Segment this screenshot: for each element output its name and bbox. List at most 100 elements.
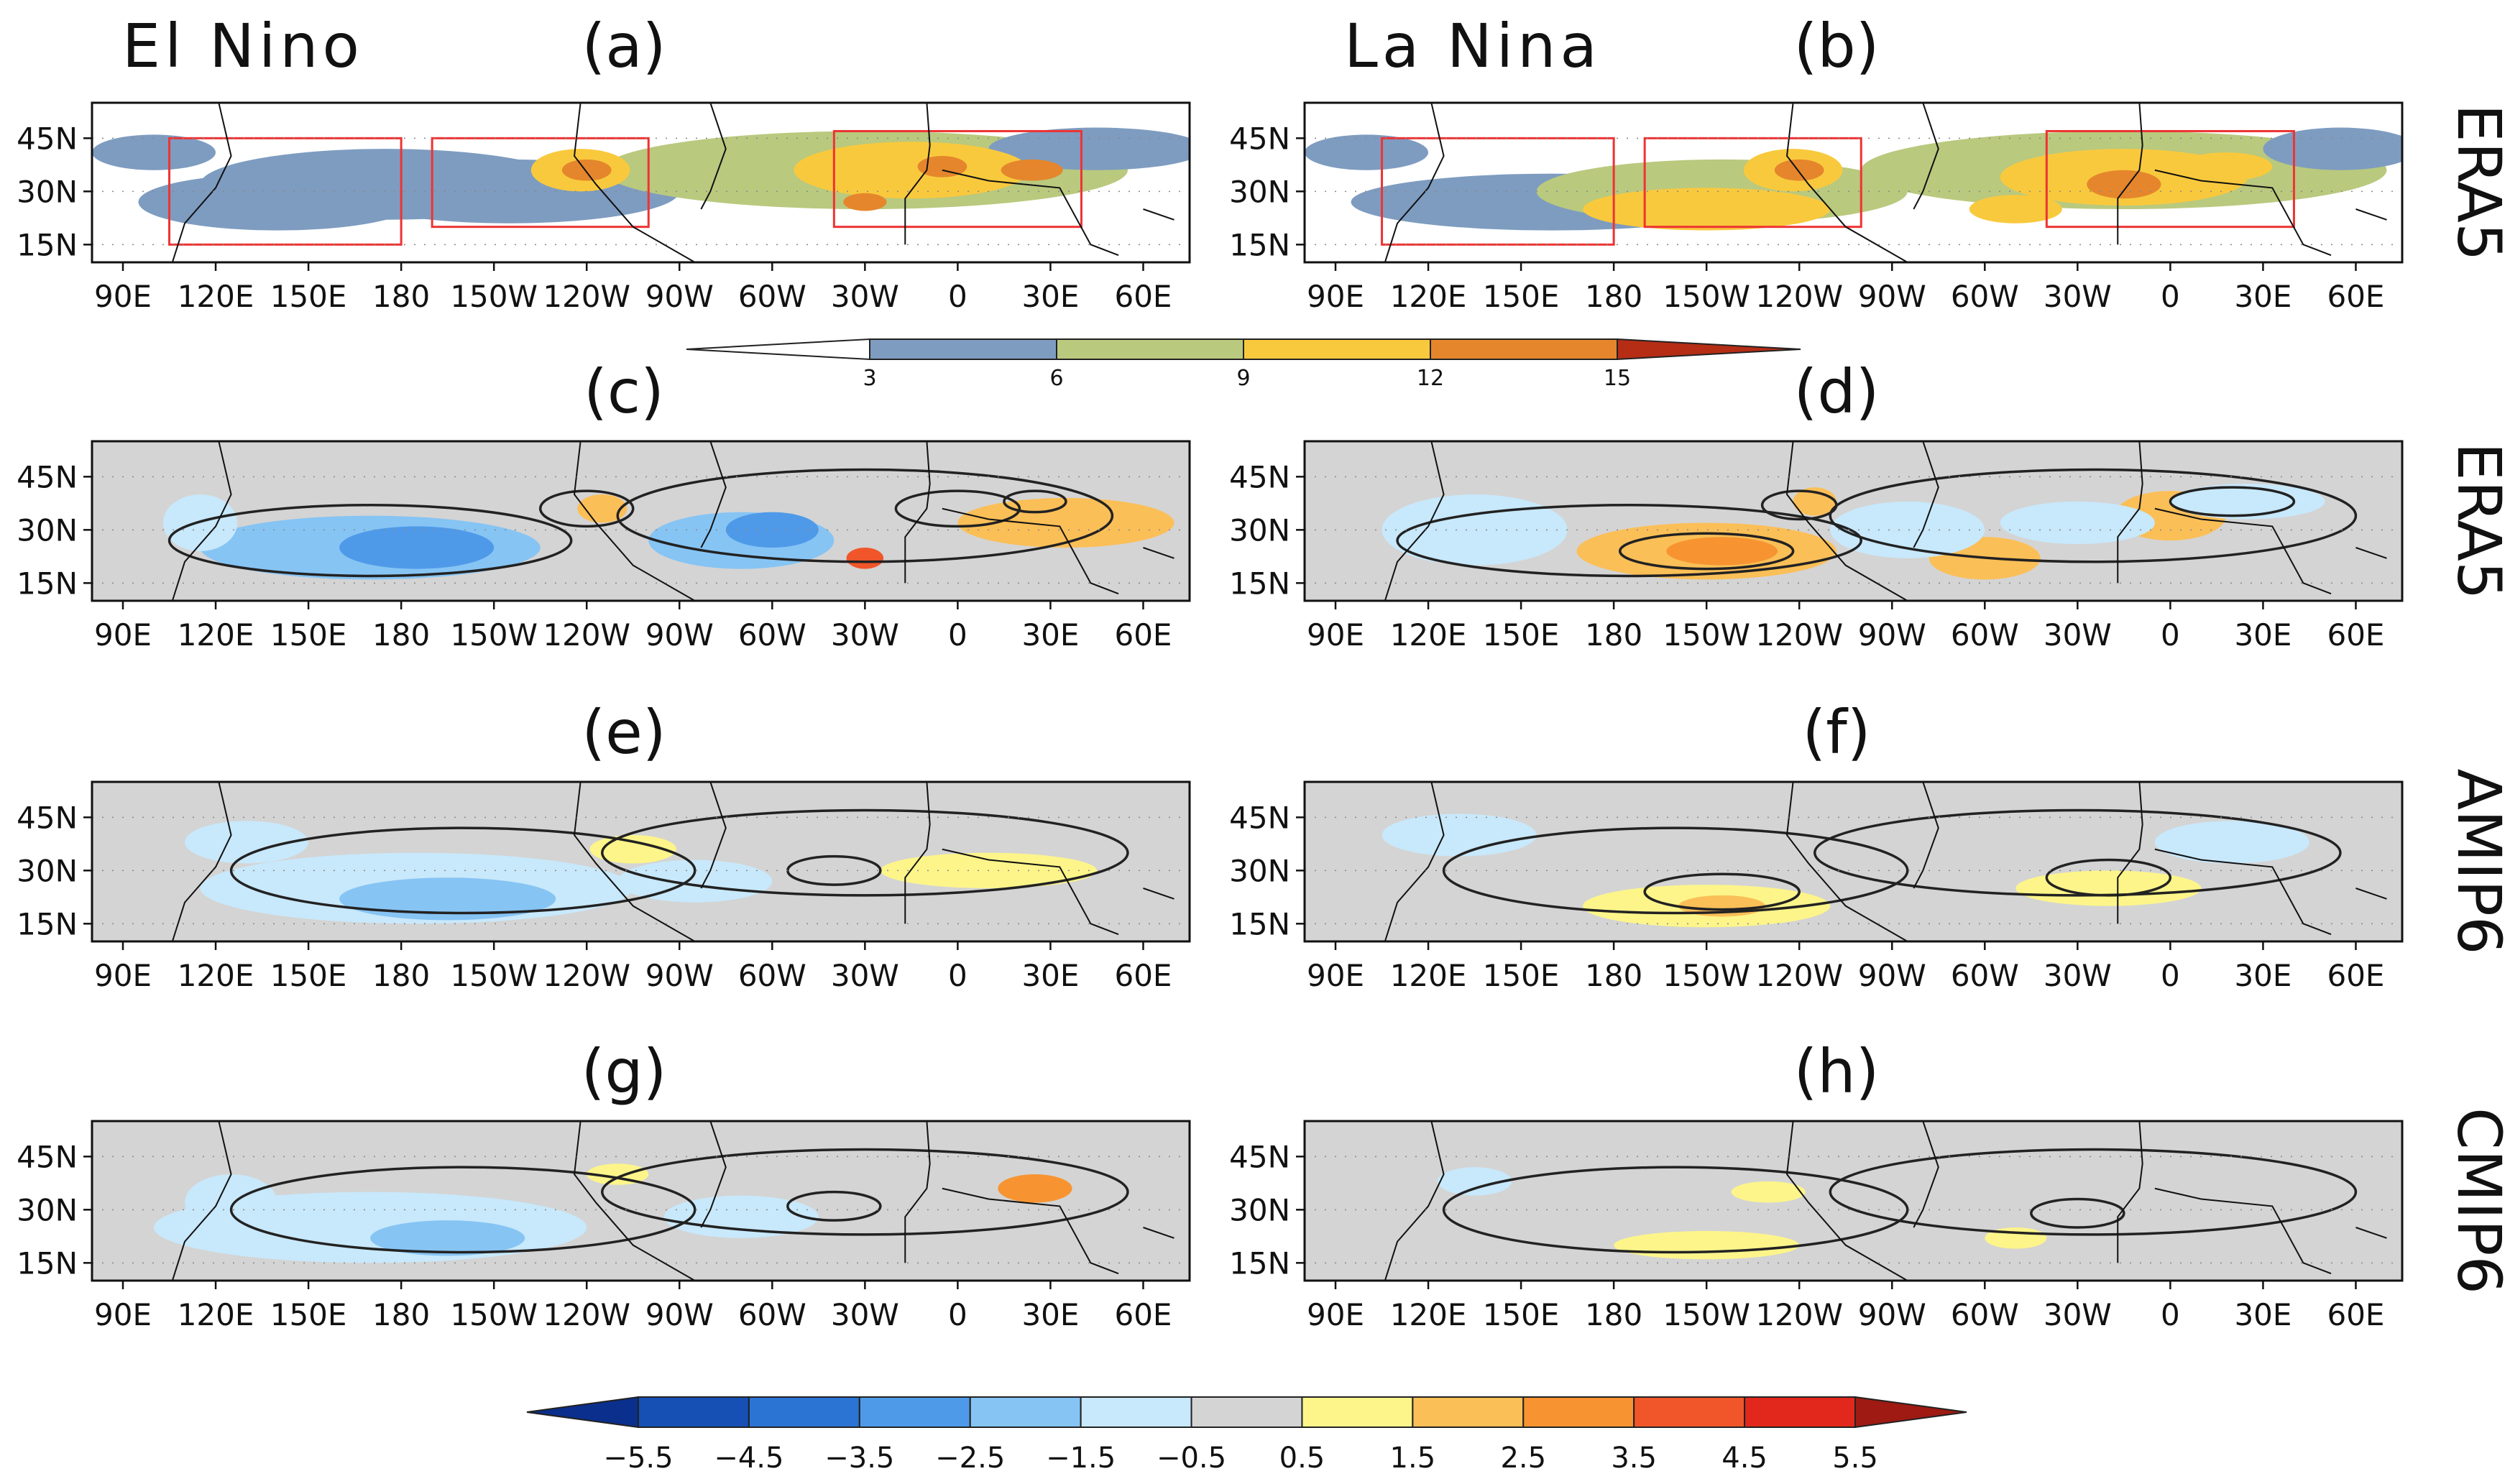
x-tick-label: 90W — [645, 617, 714, 653]
x-tick-label: 30E — [2234, 617, 2291, 653]
contour-line — [1618, 532, 1795, 571]
x-tick-label: 60W — [1951, 617, 2019, 653]
contour-line — [538, 489, 635, 528]
colorbar-anomaly-segment — [1744, 1396, 1856, 1428]
x-tick-label: 60W — [1951, 279, 2019, 314]
y-tick-label: 30N — [17, 174, 78, 209]
panel-frame — [91, 440, 1191, 602]
x-tick-label: 90E — [94, 1297, 152, 1332]
x-tick-label: 150W — [450, 617, 538, 653]
contour-line — [1442, 826, 1909, 915]
x-tick-label: 60E — [2327, 958, 2384, 993]
colorbar-anomaly-label: −4.5 — [714, 1442, 783, 1475]
x-tick-label: 90E — [1307, 1297, 1364, 1332]
x-tick-label: 120E — [178, 279, 254, 314]
colorbar-anomaly-segment — [1301, 1396, 1414, 1428]
data-region — [185, 1174, 278, 1231]
panel-d: 90E 120E 150E 180 150W 120W 90W 60W 30W 0 30E 60E 45… — [1229, 356, 2404, 653]
panel-label: (e) — [581, 697, 666, 768]
data-region — [1731, 1181, 1806, 1203]
contour-line — [894, 489, 1021, 528]
data-region — [846, 548, 884, 569]
x-tick-label: 180 — [1585, 279, 1642, 314]
x-tick-label: 150E — [270, 958, 347, 993]
data-region — [92, 134, 216, 170]
x-tick-label: 30E — [1021, 617, 1079, 653]
x-tick-label: 90E — [94, 958, 152, 993]
contour-line — [1396, 504, 1863, 578]
data-region — [1666, 537, 1778, 566]
x-tick-label: 30W — [2044, 958, 2112, 993]
y-tick-label: 45N — [1229, 800, 1290, 835]
colorbar-anomaly-segment — [969, 1396, 1082, 1428]
data-region — [1614, 1230, 1800, 1260]
data-region — [2000, 501, 2155, 545]
data-region — [1305, 134, 1429, 170]
colorbar-anomaly-segment — [858, 1396, 971, 1428]
data-region — [917, 156, 967, 178]
x-tick-label: 120E — [1390, 1297, 1467, 1332]
x-tick-label: 60E — [2327, 617, 2384, 653]
row-label: AMIP6 — [2444, 769, 2510, 955]
colorbar-anomaly-label: 3.5 — [1611, 1442, 1657, 1475]
y-tick-label: 30N — [17, 512, 78, 548]
panel-label: (h) — [1794, 1036, 1880, 1107]
y-tick-label: 15N — [17, 1245, 78, 1281]
contour-line — [600, 808, 1129, 897]
colorbar-anomaly-label: 1.5 — [1390, 1442, 1436, 1475]
data-region — [561, 159, 612, 181]
region-box — [2045, 129, 2295, 229]
x-tick-label: 120E — [178, 958, 254, 993]
x-tick-label: 150E — [270, 617, 347, 653]
colorbar-anomaly-label: 5.5 — [1832, 1442, 1878, 1475]
region-box — [431, 137, 650, 229]
x-tick-label: 60W — [738, 617, 806, 653]
panel-label: (c) — [584, 356, 664, 427]
colorbar-climatology-tip-right — [1617, 338, 1801, 361]
coastline — [171, 441, 1174, 601]
panel-h: 90E 120E 150E 180 150W 120W 90W 60W 30W 0 30E 60E 45… — [1229, 1036, 2404, 1332]
x-tick-label: 150E — [270, 279, 347, 314]
x-tick-label: 180 — [372, 617, 430, 653]
x-tick-label: 0 — [2161, 1297, 2180, 1332]
panel-label: (f) — [1802, 697, 1870, 768]
x-tick-label: 60E — [1114, 1297, 1172, 1332]
row-label: ERA5 — [2444, 104, 2510, 262]
colorbar-anomaly-segment — [638, 1396, 750, 1428]
colorbar-anomaly-label: −3.5 — [824, 1442, 894, 1475]
colorbar-anomaly-label: −2.5 — [935, 1442, 1005, 1475]
x-tick-label: 30W — [831, 617, 899, 653]
panel-frame — [91, 780, 1191, 943]
x-tick-label: 30E — [2234, 958, 2291, 993]
colorbar-climatology-label: 3 — [863, 366, 876, 391]
x-tick-label: 90E — [94, 617, 152, 653]
contour-line — [1760, 489, 1838, 521]
panel-label: (a) — [581, 11, 666, 81]
x-tick-label: 90W — [1858, 958, 1926, 993]
x-tick-label: 0 — [948, 279, 967, 314]
region-box — [1381, 137, 1615, 246]
x-tick-label: 120W — [1755, 958, 1843, 993]
colorbar-anomaly-label: −1.5 — [1046, 1442, 1116, 1475]
colorbar-anomaly: −5.5 −4.5 −3.5 −2.5 −1.5 −0.5 0.5 1.5 2.5 3.5 4.5 5… — [526, 1396, 1967, 1475]
x-tick-label: 60E — [1114, 958, 1172, 993]
y-tick-label: 15N — [1229, 566, 1290, 601]
row-label: CMIP6 — [2444, 1107, 2510, 1294]
data-region — [2170, 484, 2325, 520]
x-tick-label: 90E — [94, 279, 152, 314]
x-tick-label: 120E — [1390, 958, 1467, 993]
colorbar-anomaly-label: −5.5 — [603, 1442, 673, 1475]
data-region — [843, 193, 887, 211]
x-tick-label: 120E — [1390, 617, 1467, 653]
x-tick-label: 60W — [1951, 1297, 2019, 1332]
x-tick-label: 60E — [1114, 617, 1172, 653]
y-tick-label: 30N — [1229, 174, 1290, 209]
colorbar-climatology-label: 12 — [1417, 366, 1444, 391]
panel-e: 90E 120E 150E 180 150W 120W 90W 60W 30W 0 30E 60E 45… — [17, 697, 1191, 993]
x-tick-label: 120W — [543, 1297, 630, 1332]
x-tick-label: 60E — [2327, 1297, 2384, 1332]
colorbar-anomaly-label: 0.5 — [1279, 1442, 1325, 1475]
colorbar-anomaly-label: 4.5 — [1721, 1442, 1767, 1475]
colorbar-anomaly-segment — [748, 1396, 860, 1428]
title-la-nina: La Nina — [1344, 11, 1601, 81]
